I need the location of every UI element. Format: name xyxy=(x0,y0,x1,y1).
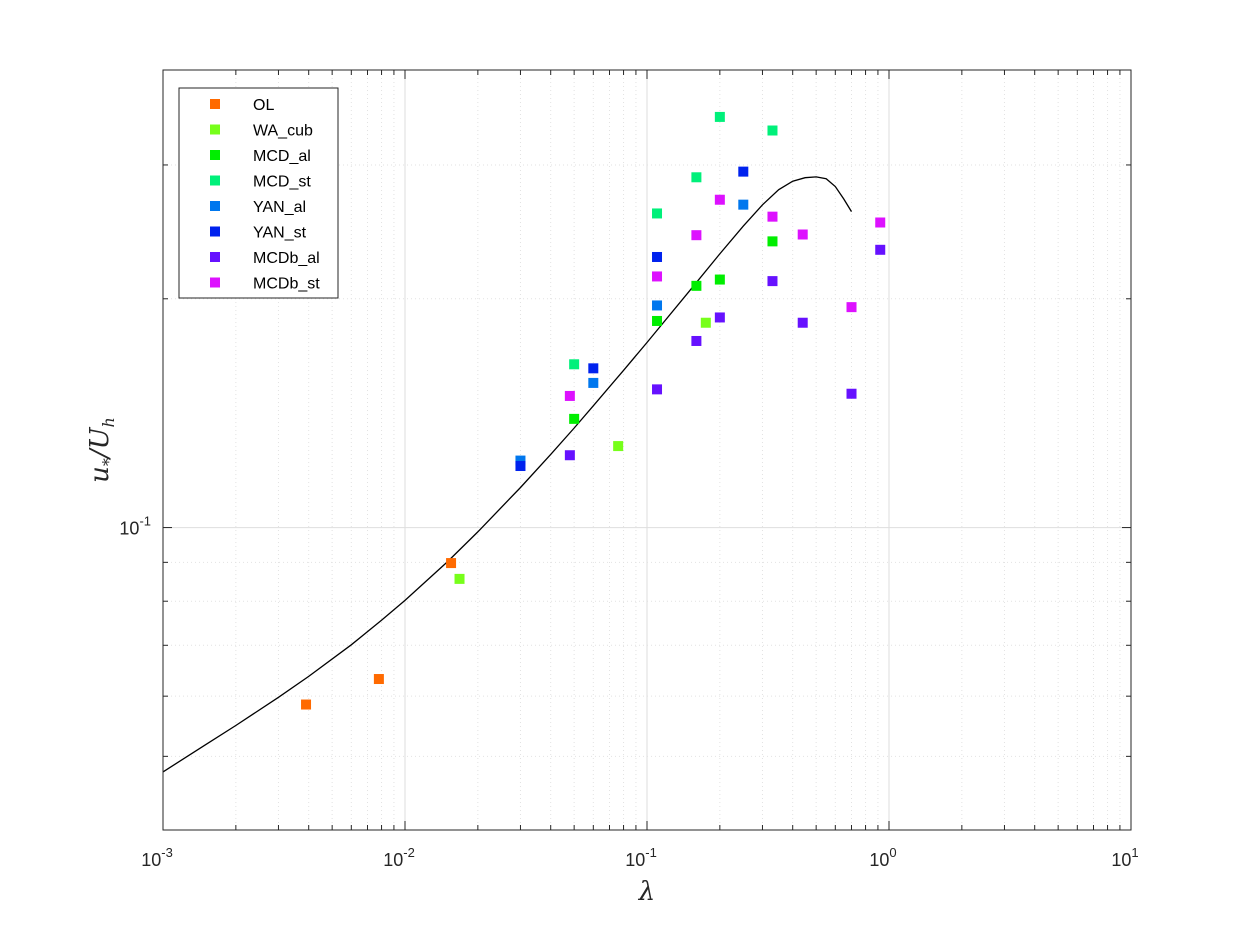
tick-base: 10 xyxy=(383,850,403,870)
legend: OL WA_cub MCD_al MCD_st YAN_al YAN_st MCDb_al M… xyxy=(178,87,339,299)
point-yan-st xyxy=(738,166,749,177)
legend-label-yan-st: YAN_st xyxy=(253,225,307,242)
x-tick-label: 10-1 xyxy=(625,845,657,870)
point-yan-st xyxy=(515,461,526,472)
point-yan-al xyxy=(515,455,526,466)
point-yan-st xyxy=(652,251,663,262)
point-ol xyxy=(301,699,312,710)
model-curve-line xyxy=(162,176,853,773)
tick-exponent: 0 xyxy=(889,845,896,860)
point-mcdb-st xyxy=(691,230,702,241)
point-mcdb-al xyxy=(797,317,808,328)
point-mcd-st xyxy=(714,111,725,122)
y-tick-label: 10-1 xyxy=(119,514,151,539)
point-mcdb-st xyxy=(797,229,808,240)
point-wa-cub xyxy=(700,317,711,328)
point-ol xyxy=(373,674,384,685)
tick-base: 10 xyxy=(119,519,139,539)
svg-text:u*/Uh: u*/Uh xyxy=(85,417,118,483)
point-yan-al xyxy=(652,300,663,311)
tick-exponent: -2 xyxy=(403,845,415,860)
legend-label-mcd-al: MCD_al xyxy=(253,148,311,165)
point-mcdb-st xyxy=(564,390,575,401)
point-mcd-al xyxy=(767,236,778,247)
legend-label-mcdb-al: MCDb_al xyxy=(253,250,320,267)
x-tick-label: 100 xyxy=(869,845,896,870)
data-points-layer xyxy=(301,111,886,710)
y-label-star: * xyxy=(99,458,118,466)
point-mcdb-al xyxy=(564,450,575,461)
axis-ticks xyxy=(162,70,1131,830)
point-mcd-al xyxy=(652,315,663,326)
legend-label-wa-cub: WA_cub xyxy=(253,123,313,140)
point-mcdb-st xyxy=(875,217,886,228)
point-mcdb-st xyxy=(714,194,725,205)
legend-marker-mcd-st xyxy=(210,175,220,186)
legend-marker-yan-al xyxy=(210,201,220,211)
y-label-slash: /U xyxy=(85,426,115,461)
tick-base: 10 xyxy=(869,850,889,870)
point-mcd-st xyxy=(652,208,663,219)
tick-exponent: -1 xyxy=(645,845,657,860)
point-mcdb-st xyxy=(846,302,857,313)
y-label-h: h xyxy=(99,417,118,427)
model-curve-layer xyxy=(162,176,853,773)
point-mcd-st xyxy=(569,359,580,370)
legend-marker-yan-st xyxy=(210,226,220,237)
point-mcdb-al xyxy=(652,384,663,395)
point-mcdb-st xyxy=(652,271,663,282)
point-yan-st xyxy=(588,363,599,374)
x-tick-label: 10-2 xyxy=(383,845,415,870)
legend-box xyxy=(178,87,339,299)
y-axis-label: u*/Uh xyxy=(85,417,118,483)
point-mcd-st xyxy=(767,125,778,136)
point-ol xyxy=(446,558,457,569)
point-yan-al xyxy=(738,199,749,210)
legend-label-yan-al: YAN_al xyxy=(253,199,306,216)
point-wa-cub xyxy=(454,573,465,584)
point-mcdb-st xyxy=(767,211,778,222)
point-wa-cub xyxy=(613,441,624,452)
tick-exponent: -3 xyxy=(161,845,173,860)
tick-base: 10 xyxy=(625,850,645,870)
legend-marker-mcdb-al xyxy=(210,252,220,262)
point-mcd-al xyxy=(714,274,725,285)
x-tick-label: 10-3 xyxy=(141,845,173,870)
legend-label-mcd-st: MCD_st xyxy=(253,174,311,191)
point-yan-al xyxy=(588,377,599,388)
x-tick-label: 101 xyxy=(1111,845,1138,870)
point-mcdb-al xyxy=(846,388,857,399)
point-mcd-al xyxy=(691,280,702,291)
point-mcd-al xyxy=(569,413,580,424)
tick-base: 10 xyxy=(141,850,161,870)
point-mcdb-al xyxy=(767,276,778,287)
tick-base: 10 xyxy=(1111,850,1131,870)
tick-exponent: -1 xyxy=(139,514,151,529)
legend-label-ol: OL xyxy=(253,97,274,114)
legend-marker-ol xyxy=(210,99,220,109)
legend-marker-mcd-al xyxy=(210,150,220,160)
legend-label-mcdb-st: MCDb_st xyxy=(253,276,320,293)
grid-lines xyxy=(163,70,1131,830)
legend-marker-mcdb-st xyxy=(210,277,220,288)
point-mcdb-al xyxy=(691,335,702,346)
legend-marker-wa-cub xyxy=(210,124,220,135)
x-axis-label: λ xyxy=(638,877,655,907)
y-label-u: u xyxy=(85,466,115,483)
tick-exponent: 1 xyxy=(1131,845,1138,860)
point-mcd-st xyxy=(691,172,702,183)
point-mcdb-al xyxy=(714,312,725,323)
point-mcdb-al xyxy=(875,244,886,255)
